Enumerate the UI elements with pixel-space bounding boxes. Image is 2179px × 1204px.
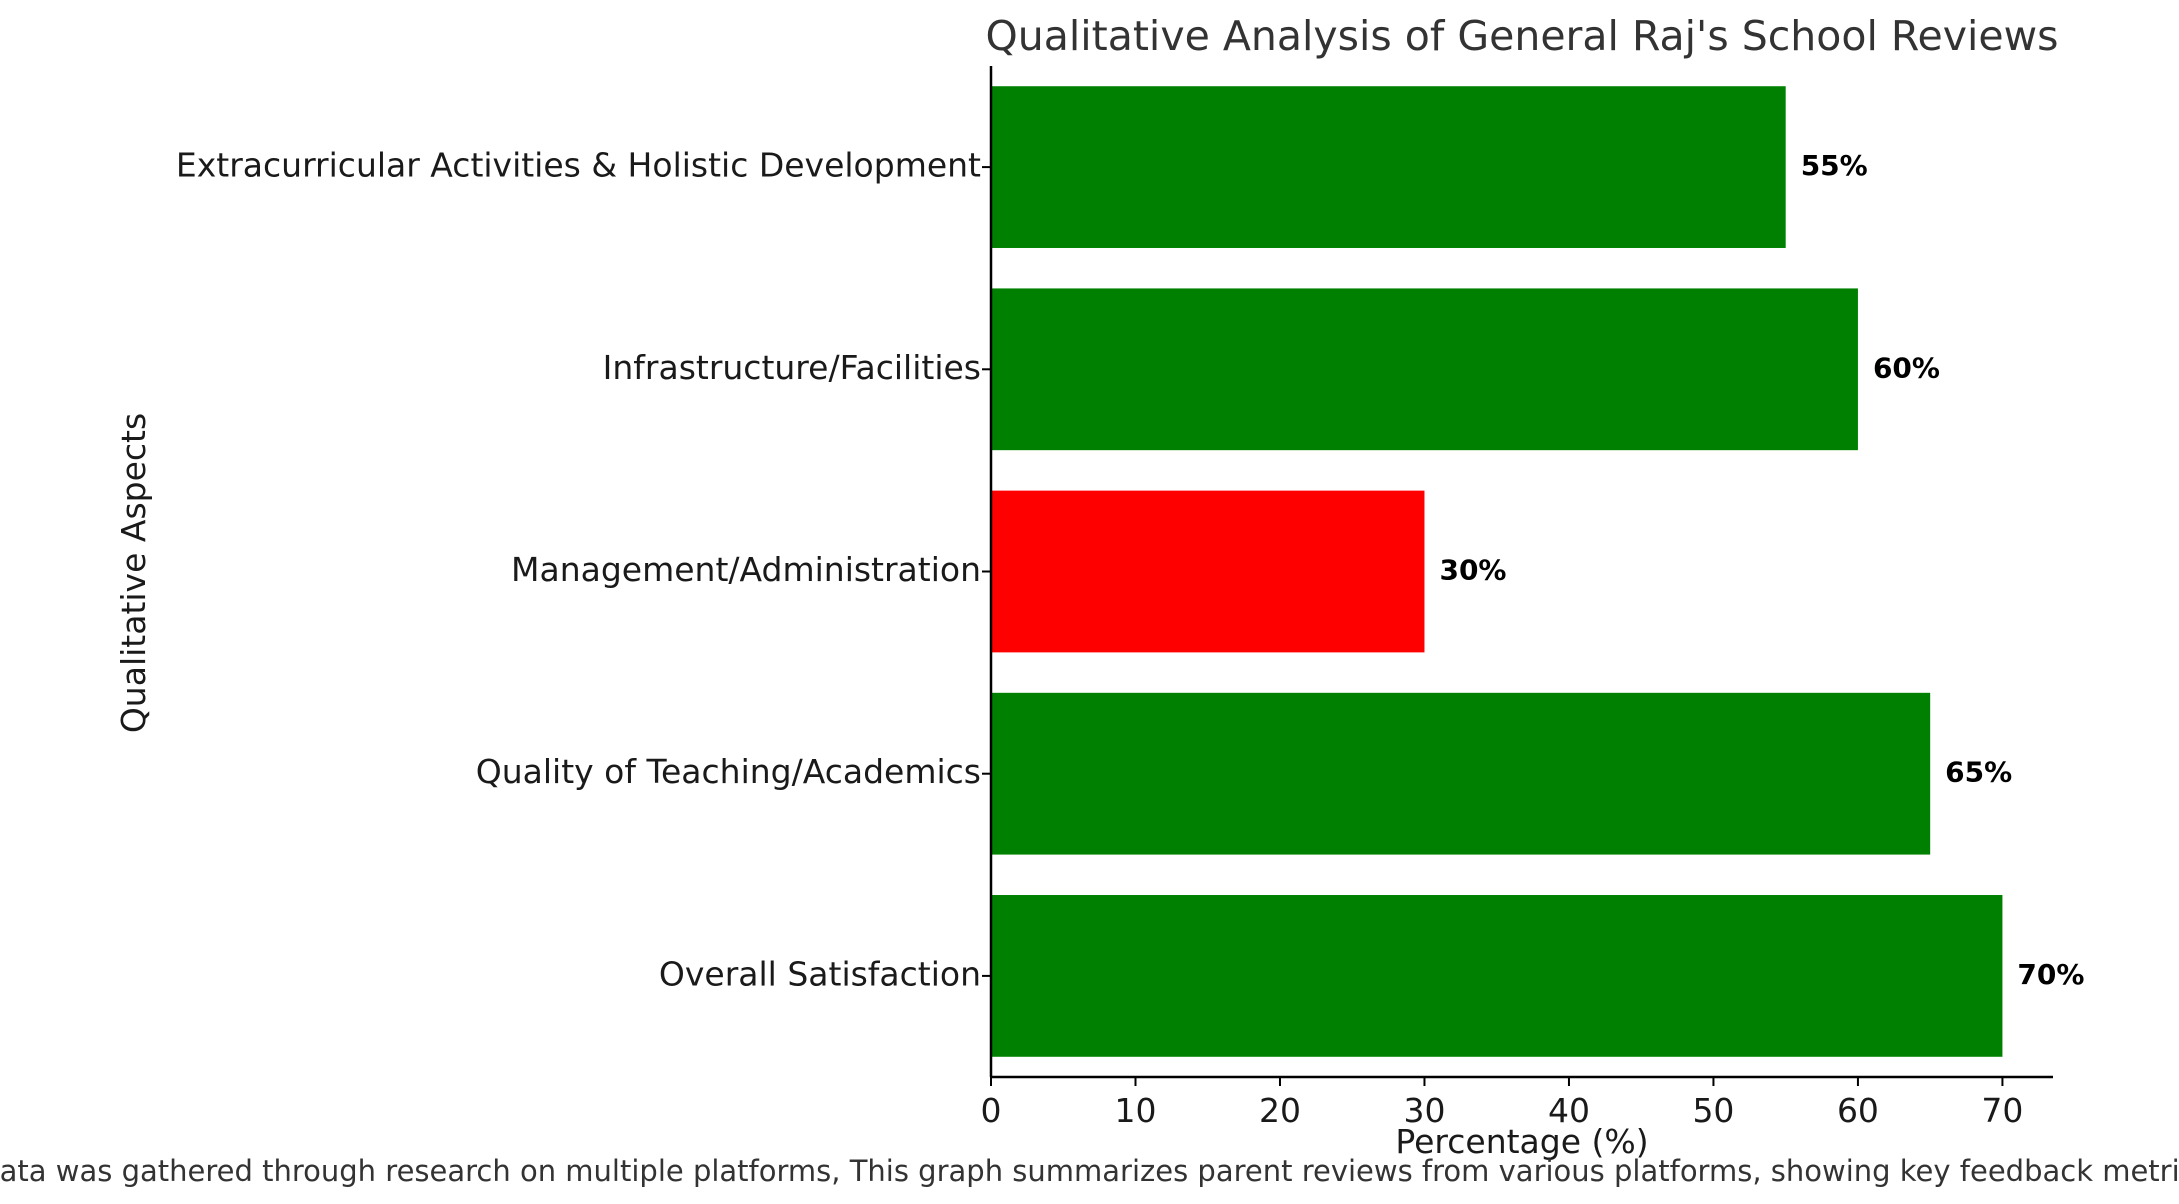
category-label-1: Overall Satisfaction bbox=[659, 954, 981, 993]
x-tick-label-10: 10 bbox=[1114, 1091, 1156, 1130]
x-tick-label-60: 60 bbox=[1837, 1091, 1879, 1130]
value-label-2: 65% bbox=[1945, 756, 2012, 789]
value-label-5: 55% bbox=[1801, 149, 1868, 182]
category-label-4: Infrastructure/Facilities bbox=[603, 348, 981, 387]
y-axis-title: Qualitative Aspects bbox=[114, 413, 153, 733]
bar-1 bbox=[991, 895, 2003, 1057]
x-tick-label-70: 70 bbox=[1981, 1091, 2023, 1130]
category-label-3: Management/Administration bbox=[511, 550, 981, 589]
bar-3 bbox=[991, 490, 1425, 653]
category-label-2: Quality of Teaching/Academics bbox=[476, 752, 981, 791]
category-labels-layer: Overall Satisfaction Quality of Teaching/… bbox=[176, 146, 991, 993]
bars-layer bbox=[991, 86, 2003, 1057]
x-tick-label-50: 50 bbox=[1692, 1091, 1734, 1130]
x-axis-title: Percentage (%) bbox=[1395, 1122, 1648, 1161]
bar-5 bbox=[991, 86, 1786, 248]
bar-2 bbox=[991, 692, 1931, 855]
value-label-4: 60% bbox=[1873, 351, 1940, 384]
x-tick-label-30: 30 bbox=[1403, 1091, 1445, 1130]
bar-4 bbox=[991, 288, 1858, 451]
category-label-5: Extracurricular Activities & Holistic De… bbox=[176, 146, 981, 185]
value-labels-layer: 70% 65% 30% 60% 55% bbox=[1439, 149, 2084, 991]
chart-title: Qualitative Analysis of General Raj's Sc… bbox=[985, 12, 2058, 60]
x-tick-label-40: 40 bbox=[1548, 1091, 1590, 1130]
x-tick-label-20: 20 bbox=[1259, 1091, 1301, 1130]
value-label-1: 70% bbox=[2017, 958, 2084, 991]
value-label-3: 30% bbox=[1439, 554, 1506, 587]
x-tick-label-0: 0 bbox=[981, 1091, 1002, 1130]
x-ticks-layer: 0 10 20 30 40 50 60 70 bbox=[981, 1077, 2023, 1130]
chart-caption: Data was gathered through research on mu… bbox=[0, 1154, 2179, 1188]
